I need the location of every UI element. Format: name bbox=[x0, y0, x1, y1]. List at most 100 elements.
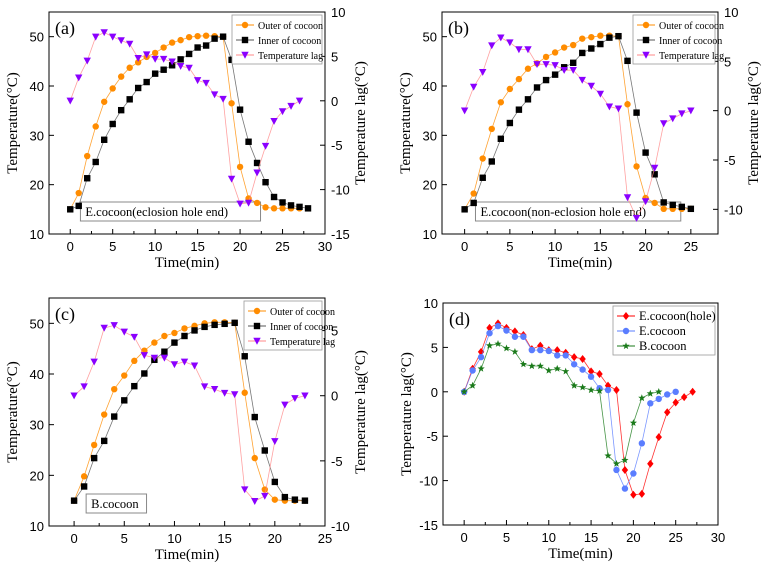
data-point bbox=[672, 398, 679, 407]
data-point bbox=[83, 57, 91, 65]
data-point bbox=[479, 68, 487, 76]
data-point bbox=[542, 61, 550, 68]
x-tick-label: 15 bbox=[593, 239, 607, 254]
data-point bbox=[633, 163, 640, 170]
data-point bbox=[221, 320, 228, 328]
y-axis-label: Temperature lag(°C) bbox=[399, 352, 415, 476]
data-point bbox=[687, 107, 695, 115]
data-point bbox=[570, 353, 578, 362]
series-line bbox=[69, 35, 300, 210]
data-point bbox=[171, 339, 178, 346]
data-point bbox=[201, 323, 208, 331]
data-point bbox=[117, 37, 125, 45]
x-tick-label: 25 bbox=[275, 239, 289, 254]
data-point bbox=[528, 362, 536, 370]
data-point bbox=[211, 321, 218, 329]
x-tick-label: 20 bbox=[268, 531, 282, 546]
data-point bbox=[621, 456, 629, 464]
data-point bbox=[533, 61, 541, 68]
data-point bbox=[678, 203, 686, 211]
data-point bbox=[553, 364, 561, 372]
data-point bbox=[497, 34, 505, 42]
plot-frame bbox=[442, 302, 719, 526]
data-point bbox=[296, 203, 303, 211]
data-point bbox=[506, 85, 514, 93]
data-point bbox=[100, 29, 108, 37]
x-tick-label: 0 bbox=[67, 239, 74, 254]
annotation-text: E.cocoon(non-eclosion hole end) bbox=[480, 205, 646, 219]
y-tick-label: 5 bbox=[431, 340, 438, 355]
annotation-text: B.cocoon bbox=[91, 497, 139, 511]
y-tick-label: 30 bbox=[30, 418, 44, 433]
data-point bbox=[596, 370, 603, 379]
data-point bbox=[633, 109, 640, 116]
data-point bbox=[605, 103, 614, 111]
data-point bbox=[486, 323, 493, 332]
y2-tick-label: 5 bbox=[331, 324, 338, 339]
data-point bbox=[101, 98, 108, 105]
data-point bbox=[503, 327, 510, 334]
y2-tick-label: -5 bbox=[724, 153, 736, 168]
data-point bbox=[494, 340, 502, 347]
data-point bbox=[236, 106, 244, 113]
data-point bbox=[515, 106, 523, 113]
data-point bbox=[261, 447, 268, 454]
data-point bbox=[251, 454, 258, 462]
y-tick-label: 10 bbox=[30, 519, 44, 534]
data-point bbox=[278, 108, 287, 116]
data-point bbox=[579, 383, 587, 391]
y2-axis-label: Temperature lag(°C) bbox=[353, 350, 369, 474]
y-tick-label: 10 bbox=[30, 227, 44, 242]
legend-marker bbox=[241, 51, 249, 59]
data-point bbox=[570, 41, 577, 49]
legend-label: Inner of cocoon bbox=[258, 36, 321, 47]
data-point bbox=[231, 319, 238, 327]
y-tick-label: -5 bbox=[426, 429, 438, 444]
y-tick-label: 50 bbox=[30, 30, 44, 45]
y2-tick-label: 5 bbox=[331, 49, 338, 64]
data-point bbox=[680, 393, 688, 402]
data-point bbox=[210, 386, 219, 393]
y2-tick-label: -5 bbox=[331, 454, 343, 469]
x-tick-label: 20 bbox=[626, 530, 640, 545]
data-point bbox=[511, 333, 519, 340]
x-tick-label: 25 bbox=[684, 239, 698, 254]
data-point bbox=[109, 120, 116, 128]
data-point bbox=[597, 32, 604, 39]
x-tick-label: 25 bbox=[668, 530, 682, 545]
legend: Outer of cocoon Inner of cocoon Temperatur… bbox=[632, 14, 724, 65]
data-point bbox=[651, 171, 658, 178]
y2-tick-label: 0 bbox=[331, 389, 338, 404]
data-point bbox=[211, 35, 218, 42]
data-point bbox=[469, 367, 476, 374]
data-point bbox=[143, 78, 150, 86]
data-point bbox=[84, 175, 91, 182]
data-point bbox=[528, 346, 536, 354]
data-point bbox=[101, 136, 108, 143]
x-tick-label: 20 bbox=[638, 239, 652, 254]
data-point bbox=[160, 44, 167, 51]
series-temperature-lag bbox=[460, 34, 695, 222]
x-tick-label: 0 bbox=[461, 239, 468, 254]
y-tick-label: 50 bbox=[423, 30, 437, 45]
data-point bbox=[151, 49, 159, 57]
series-line bbox=[463, 343, 659, 465]
data-point bbox=[461, 206, 468, 213]
data-point bbox=[193, 77, 202, 85]
data-point bbox=[236, 200, 244, 208]
data-point bbox=[168, 39, 176, 46]
series-outer-of-cocoon bbox=[461, 32, 695, 213]
panel-c: 0 5 10 15 20 25 10 20 30 40 50 -10 -5 0 5 Time(min) Temp… bbox=[5, 297, 369, 563]
data-point bbox=[126, 64, 133, 71]
data-point bbox=[228, 100, 235, 107]
data-point bbox=[279, 199, 286, 206]
series-e-cocoon bbox=[460, 322, 679, 492]
data-point bbox=[614, 105, 623, 113]
data-point bbox=[220, 389, 229, 397]
data-point bbox=[75, 202, 82, 210]
legend-label: E.cocoon bbox=[639, 324, 687, 338]
data-point bbox=[660, 205, 667, 213]
legend: Outer of cocoon Inner of cocoon Temperatur… bbox=[231, 14, 323, 65]
series-line bbox=[73, 322, 305, 502]
data-point bbox=[202, 42, 210, 49]
